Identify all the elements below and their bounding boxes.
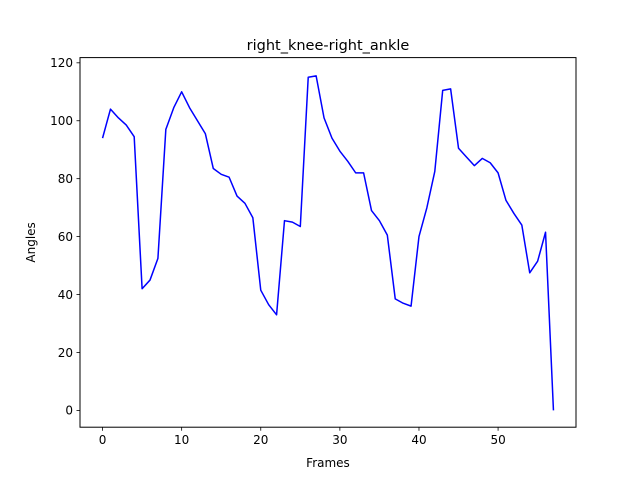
- y-tick-label: 80: [58, 172, 73, 186]
- x-tick-label: 0: [99, 433, 107, 447]
- series-line: [101, 75, 555, 411]
- x-tick-label: 40: [411, 433, 426, 447]
- chart-title: right_knee-right_ankle: [247, 38, 410, 54]
- y-tick-label: 100: [50, 114, 73, 128]
- x-tick-label: 30: [332, 433, 347, 447]
- series-layer: [101, 75, 555, 411]
- x-axis-label: Frames: [306, 456, 350, 470]
- x-tick-label: 50: [490, 433, 505, 447]
- y-tick-label: 0: [65, 404, 73, 418]
- x-axis-ticks: 0 10 20 30 40 50: [99, 427, 506, 447]
- plot-area-frame: [79, 57, 577, 428]
- y-tick-label: 60: [58, 230, 73, 244]
- y-axis-ticks: 0 20 40 60 80 100 120: [50, 56, 80, 418]
- y-tick-label: 40: [58, 288, 73, 302]
- y-tick-label: 20: [58, 346, 73, 360]
- y-tick-label: 120: [50, 56, 73, 70]
- x-tick-label: 10: [174, 433, 189, 447]
- y-axis-label: Angles: [24, 222, 38, 262]
- x-tick-label: 20: [253, 433, 268, 447]
